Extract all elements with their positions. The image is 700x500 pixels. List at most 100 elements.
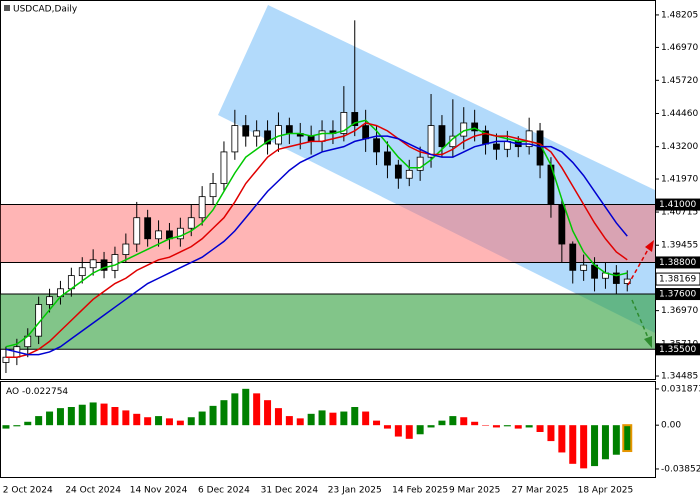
- ao-bar: [340, 411, 348, 426]
- ao-bar: [144, 417, 152, 426]
- y-tick-label: 1.36970: [661, 306, 698, 316]
- main-panel: [0, 20, 655, 373]
- level-label: 1.37600: [659, 290, 696, 300]
- ao-bar: [558, 425, 566, 453]
- ao-bar: [209, 405, 217, 426]
- ao-bar: [460, 417, 468, 426]
- x-tick-label: 2 Oct 2024: [3, 486, 53, 496]
- main-frame: [0, 0, 656, 380]
- x-tick-label: 18 Apr 2025: [578, 486, 634, 496]
- ao-bar: [24, 421, 32, 426]
- candle-body: [133, 217, 141, 245]
- price-label: 1.38169: [659, 275, 696, 285]
- zone: [0, 204, 655, 263]
- level-label: 1.41000: [659, 200, 696, 210]
- candle-body: [623, 278, 631, 284]
- candle-body: [285, 125, 293, 134]
- ao-bar: [111, 407, 119, 426]
- ao-bar: [220, 400, 228, 426]
- y-tick-label: 1.45720: [661, 76, 698, 86]
- candle-body: [144, 217, 152, 240]
- down-arrow-head: [644, 336, 652, 348]
- candle-body: [569, 243, 577, 271]
- candle-body: [405, 169, 413, 179]
- candle-body: [460, 122, 468, 137]
- candle-body: [362, 125, 370, 140]
- candle-body: [427, 125, 435, 158]
- ao-bar: [274, 408, 282, 426]
- ao-name: AO: [6, 387, 19, 397]
- moving-average: [5, 119, 628, 348]
- ao-bar: [176, 420, 184, 426]
- level-label: 1.35500: [659, 345, 696, 355]
- ao-bar: [122, 410, 130, 426]
- candle-body: [373, 138, 380, 153]
- candle-body: [100, 259, 108, 271]
- candle-body: [307, 135, 315, 142]
- up-arrow: [627, 245, 651, 286]
- candle-body: [78, 267, 86, 277]
- ao-bar: [405, 425, 413, 439]
- ao-bar: [242, 388, 250, 426]
- candle-body: [471, 122, 479, 132]
- ao-bar: [351, 407, 359, 426]
- ao-bar: [2, 425, 10, 429]
- ao-bar: [580, 425, 588, 469]
- ao-current: -0.022754: [22, 387, 68, 397]
- x-tick-label: 14 Nov 2024: [130, 486, 188, 496]
- candle-body: [340, 112, 348, 134]
- candle-body: [231, 125, 239, 153]
- candle-body: [580, 264, 588, 271]
- ao-bar: [198, 411, 206, 426]
- level-tag: [656, 256, 700, 269]
- candle-body: [275, 125, 282, 145]
- ao-bar: [591, 425, 599, 467]
- ao-bar: [133, 413, 141, 426]
- ao-bar: [514, 425, 522, 429]
- ao-bar: [427, 425, 435, 428]
- x-tick-label: 31 Dec 2024: [261, 486, 319, 496]
- ao-bar: [438, 420, 446, 426]
- ao-bar: [569, 425, 577, 464]
- ao-bar: [492, 425, 500, 428]
- y-tick-label: 0.00: [661, 421, 681, 431]
- candle-body: [46, 296, 53, 305]
- candle-body: [384, 151, 391, 166]
- candle-body: [318, 130, 326, 142]
- ao-bar: [601, 425, 609, 460]
- y-tick-label: 1.48205: [661, 10, 698, 20]
- ao-bar: [482, 425, 490, 426]
- ao-bar: [78, 404, 86, 426]
- ao-bar: [503, 425, 511, 427]
- chart-title: USDCAD,Daily: [13, 5, 78, 15]
- y-tick-label: 1.41970: [661, 175, 698, 185]
- candle-body: [122, 243, 130, 255]
- price-tag: [655, 272, 700, 286]
- ao-bar: [536, 425, 544, 432]
- ao-bar: [100, 403, 108, 426]
- candle-body: [89, 259, 97, 269]
- ao-bar: [416, 425, 424, 435]
- ao-bar: [165, 418, 173, 426]
- ao-bar: [187, 417, 195, 426]
- ao-bar: [525, 425, 533, 428]
- down-arrow: [631, 299, 650, 341]
- ao-bar: [307, 413, 315, 426]
- candle-body: [253, 130, 261, 137]
- candle-body: [438, 125, 446, 148]
- ao-bar: [296, 418, 304, 426]
- ao-bar: [264, 400, 272, 426]
- y-tick-label: 1.46970: [661, 43, 698, 53]
- candle-body: [351, 112, 359, 126]
- up-arrow-head: [645, 240, 654, 252]
- y-tick-label: -0.038529: [661, 464, 700, 474]
- candle-body: [2, 356, 10, 363]
- candle-body: [209, 183, 217, 198]
- ao-bar: [394, 425, 402, 437]
- ao-bar: [35, 416, 43, 426]
- candle-body: [394, 164, 402, 179]
- x-tick-label: 27 Mar 2025: [512, 486, 569, 496]
- ao-bar: [285, 416, 293, 426]
- candle-body: [220, 151, 228, 184]
